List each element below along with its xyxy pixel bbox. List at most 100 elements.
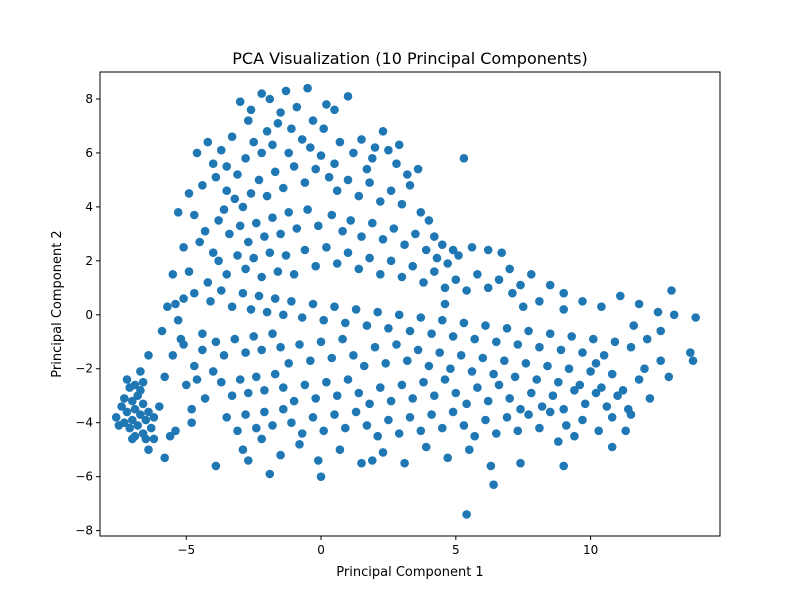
scatter-point (481, 321, 490, 330)
scatter-point (160, 372, 169, 382)
scatter-point (394, 310, 404, 320)
scatter-point (257, 89, 267, 98)
scatter-point (262, 307, 272, 317)
scatter-point (645, 394, 655, 403)
scatter-point (284, 359, 294, 368)
scatter-point (502, 324, 512, 333)
scatter-point (284, 208, 294, 217)
scatter-point (535, 423, 544, 433)
scatter-point (607, 442, 617, 452)
scatter-point (319, 315, 329, 325)
scatter-point (268, 140, 277, 150)
scatter-point (287, 418, 296, 428)
scatter-point (249, 332, 258, 341)
scatter-point (211, 461, 221, 471)
scatter-point (462, 510, 471, 519)
scatter-point (548, 391, 558, 401)
scatter-point (130, 380, 140, 390)
scatter-point (311, 164, 321, 174)
scatter-point (338, 334, 347, 344)
scatter-point (206, 297, 215, 306)
scatter-point (208, 248, 218, 257)
scatter-point (276, 450, 285, 460)
scatter-point (308, 116, 318, 125)
scatter-point (244, 388, 253, 398)
scatter-point (343, 92, 353, 101)
scatter-point (179, 340, 188, 349)
scatter-point (244, 456, 253, 465)
scatter-point (303, 83, 312, 93)
scatter-point (575, 380, 585, 390)
scatter-point (260, 232, 269, 241)
scatter-point (306, 356, 315, 366)
scatter-point (179, 294, 188, 303)
scatter-point (446, 364, 455, 374)
scatter-point (138, 399, 148, 409)
scatter-point (545, 280, 555, 290)
scatter-point (362, 321, 372, 330)
scatter-point (222, 186, 231, 195)
scatter-point (338, 226, 347, 236)
scatter-point (128, 415, 137, 425)
scatter-point (559, 305, 568, 314)
scatter-point (438, 240, 447, 249)
scatter-point (184, 189, 194, 198)
scatter-point (144, 407, 153, 417)
scatter-point (586, 367, 595, 376)
scatter-point (489, 480, 498, 490)
scatter-point (120, 394, 129, 403)
scatter-point (146, 423, 156, 433)
scatter-point (246, 105, 256, 115)
scatter-point (354, 388, 364, 398)
scatter-point (516, 280, 525, 290)
scatter-point (251, 218, 261, 228)
scatter-point (184, 267, 194, 276)
scatter-point (281, 251, 291, 260)
scatter-point (570, 386, 579, 395)
scatter-point (136, 367, 145, 376)
scatter-point (626, 410, 636, 419)
scatter-point (300, 178, 310, 187)
scatter-point (378, 448, 388, 457)
scatter-point (454, 251, 463, 260)
x-tick-label: 10 (583, 543, 598, 557)
scatter-point (354, 191, 364, 201)
scatter-point (403, 170, 412, 179)
scatter-point (246, 305, 256, 314)
scatter-point (187, 418, 196, 428)
scatter-point (192, 148, 202, 158)
scatter-point (311, 261, 321, 271)
scatter-point (535, 342, 544, 352)
scatter-point (543, 361, 552, 371)
scatter-point (483, 283, 493, 293)
x-tick-label: 0 (317, 543, 325, 557)
scatter-point (257, 345, 267, 355)
scatter-point (270, 369, 280, 379)
scatter-point (430, 267, 439, 276)
scatter-point (319, 124, 329, 133)
scatter-point (249, 137, 258, 147)
scatter-point (411, 229, 420, 239)
scatter-point (230, 194, 240, 204)
scatter-point (268, 329, 277, 339)
scatter-point (198, 329, 207, 339)
y-tick-label: 2 (85, 254, 93, 268)
scatter-point (376, 383, 385, 392)
scatter-point (373, 307, 383, 317)
scatter-point (144, 351, 153, 360)
scatter-point (257, 434, 267, 444)
scatter-point (408, 394, 418, 403)
scatter-point (111, 413, 121, 422)
scatter-point (554, 377, 563, 387)
scatter-point (316, 337, 326, 347)
scatter-point (214, 216, 223, 225)
scatter-point (211, 337, 221, 347)
scatter-point (311, 394, 321, 403)
scatter-point (257, 272, 267, 282)
scatter-point (241, 348, 250, 357)
scatter-point (279, 383, 288, 392)
scatter-point (448, 332, 458, 341)
scatter-point (492, 429, 501, 438)
scatter-point (276, 229, 285, 239)
